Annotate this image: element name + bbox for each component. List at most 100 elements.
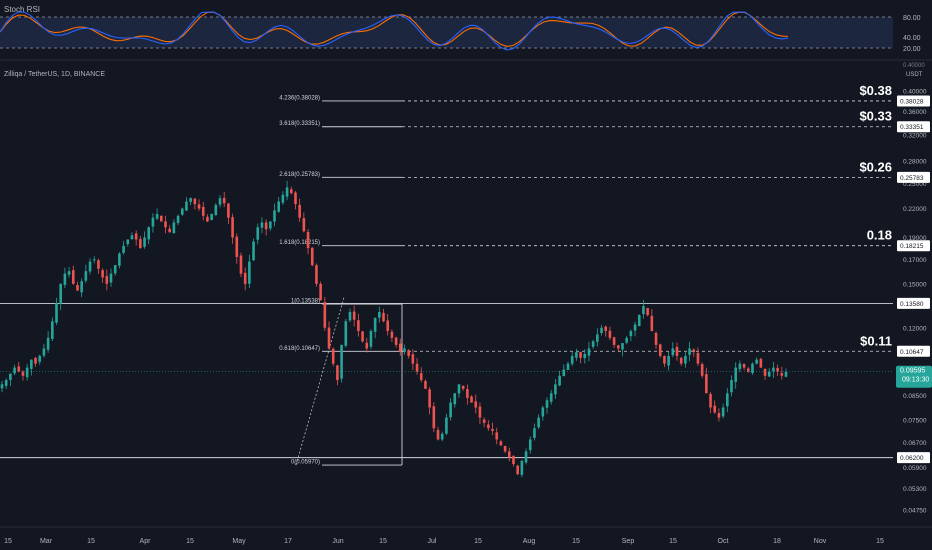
candle-body xyxy=(780,373,784,376)
candle-body xyxy=(583,354,587,359)
candle-body xyxy=(684,355,687,364)
candle-body xyxy=(671,348,675,356)
candle-body xyxy=(654,332,658,345)
fib-level-label: 3.618(0.33351) xyxy=(279,121,320,127)
candle-body xyxy=(365,342,369,349)
candle-body xyxy=(134,233,138,240)
price-axis-label: 0.40000 xyxy=(903,89,927,96)
price-axis[interactable]: 0.40000 0.36000 0.32000 0.28000 0.25000 0.220… xyxy=(903,89,927,515)
candle-body xyxy=(596,334,599,342)
candle-body xyxy=(440,433,444,440)
candle-body xyxy=(315,265,318,284)
candle-body xyxy=(591,341,595,347)
candle-body xyxy=(160,215,163,222)
candle-body xyxy=(394,337,398,345)
candle-body xyxy=(646,308,649,316)
rsi-scale-80: 80.00 xyxy=(903,15,921,22)
candle-body xyxy=(407,350,410,356)
date-axis-label: 15 xyxy=(4,538,12,545)
candle-body xyxy=(625,337,628,343)
candle-body xyxy=(692,349,696,353)
candle-body xyxy=(633,324,637,331)
date-axis-label: 15 xyxy=(669,538,677,545)
candle-body xyxy=(51,321,54,339)
candle-body xyxy=(306,231,310,249)
candle-body xyxy=(482,419,486,423)
candle-body xyxy=(742,364,746,368)
level-price-tag-text: 0.10647 xyxy=(900,349,924,356)
candle-body xyxy=(235,236,239,257)
level-price-tag xyxy=(897,452,930,464)
date-axis-label: Oct xyxy=(718,538,729,545)
date-axis[interactable]: 15 Mar 15 Apr 15 May 17 Jun 15 Jul 15 Aug 15 Sep 15 Oct… xyxy=(4,538,884,545)
candle-body xyxy=(466,389,469,398)
candle-body xyxy=(201,206,205,216)
price-axis-label: 0.04750 xyxy=(903,508,927,515)
candle-body xyxy=(227,203,230,218)
candle-body xyxy=(331,348,335,364)
level-price-tag-text: 0.33351 xyxy=(900,124,924,131)
candle-body xyxy=(130,235,134,240)
candle-body xyxy=(642,306,645,315)
candle-body xyxy=(38,355,42,362)
price-axis-label: 0.22000 xyxy=(903,206,927,213)
candle-body xyxy=(608,330,612,338)
candle-body xyxy=(172,222,176,234)
candle-body xyxy=(487,424,490,429)
candle-body xyxy=(344,321,348,346)
candle-body xyxy=(252,241,255,261)
level-big-label: $0.38 xyxy=(859,83,892,98)
candle-body xyxy=(558,375,561,386)
price-axis-label: 0.07500 xyxy=(903,418,927,425)
current-price-value: 0.09595 xyxy=(900,368,925,375)
candle-body xyxy=(537,417,540,428)
date-axis-label: 15 xyxy=(876,538,884,545)
candle-body xyxy=(554,384,557,395)
candle-body xyxy=(503,446,507,452)
date-axis-label: 15 xyxy=(87,538,95,545)
price-axis-label: 0.15000 xyxy=(903,281,927,288)
candle-body xyxy=(746,368,750,372)
level-price-tag xyxy=(897,171,930,183)
candle-body xyxy=(42,348,46,356)
candle-body xyxy=(549,393,553,402)
candle-body xyxy=(428,389,431,408)
candle-body xyxy=(562,369,566,376)
candle-body xyxy=(516,465,519,475)
candle-body xyxy=(449,402,452,418)
candle-body xyxy=(415,363,419,372)
candle-body xyxy=(566,363,570,371)
price-axis-label: 0.12000 xyxy=(903,325,927,332)
candle-body xyxy=(679,357,683,364)
candle-body xyxy=(264,222,268,230)
candle-body xyxy=(55,303,58,323)
candle-body xyxy=(151,217,155,227)
date-axis-label: 17 xyxy=(284,538,292,545)
candle-body xyxy=(76,284,79,291)
candle-body xyxy=(25,367,29,378)
candle-body xyxy=(776,367,779,372)
candle-body xyxy=(369,331,373,347)
fib-level-label: 1.618(0.18215) xyxy=(279,240,320,246)
candle-body xyxy=(340,344,343,379)
stoch-rsi-panel[interactable]: Stoch RSI 80.00 40.00 20.00 xyxy=(0,5,921,53)
fibonacci-extension[interactable]: 4.236(0.38028) 3.618(0.33351) 2.618(0.2578… xyxy=(279,95,403,466)
candle-body xyxy=(755,359,758,364)
current-price-box xyxy=(896,365,932,388)
candle-body xyxy=(46,337,50,350)
candle-body xyxy=(84,271,88,281)
candle-body xyxy=(772,367,775,372)
candle-body xyxy=(88,261,92,272)
candle-body xyxy=(470,396,473,403)
current-price-tag: 0.09595 09:13:30 xyxy=(0,365,932,388)
candle-body xyxy=(298,204,301,218)
candle-body xyxy=(445,417,448,434)
candle-body xyxy=(507,451,511,458)
candle-body xyxy=(92,259,96,261)
level-price-tag xyxy=(897,345,930,357)
candle-body xyxy=(495,432,499,440)
fib-level-label: 1(0.13538) xyxy=(291,299,320,305)
candle-body xyxy=(604,326,608,332)
candle-body xyxy=(348,312,352,321)
